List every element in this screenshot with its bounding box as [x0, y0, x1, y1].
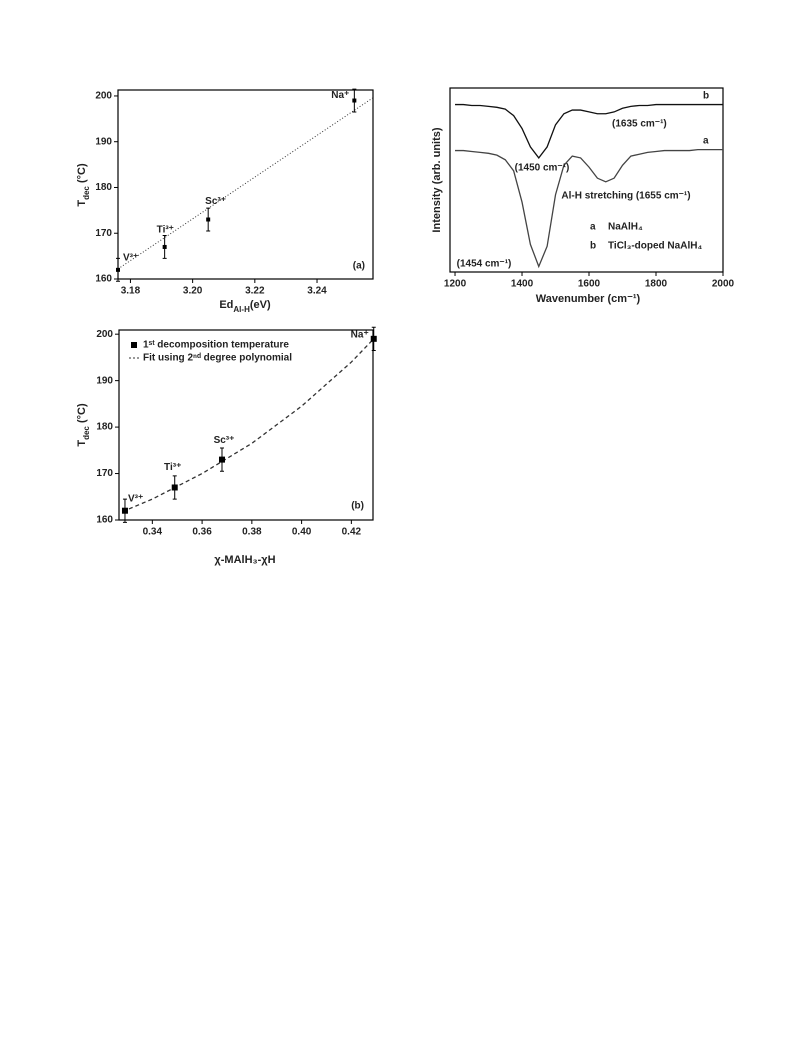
y-tick-label: 170 — [96, 468, 113, 479]
x-tick-label: 0.38 — [242, 527, 262, 538]
legend-label: NaAlH₄ — [608, 222, 643, 233]
x-axis-label: EdAl-H(eV) — [219, 299, 271, 314]
x-axis-label-part: Al-H — [233, 305, 250, 314]
x-axis-label-part: (eV) — [250, 299, 271, 311]
x-tick-label: 0.42 — [342, 527, 362, 538]
legend-label: 1ˢᵗ decomposition temperature — [143, 340, 289, 351]
point-label: V³⁺ — [123, 252, 138, 263]
data-point — [171, 484, 178, 491]
x-tick-label: 1400 — [511, 279, 534, 290]
y-tick-label: 190 — [96, 375, 113, 386]
x-axis-label-part: Ed — [219, 299, 233, 311]
annotation: Al-H stretching (1655 cm⁻¹) — [561, 191, 690, 202]
data-point — [370, 335, 377, 342]
legend-label: TiCl₃-doped NaAlH₄ — [608, 241, 702, 252]
x-axis-label: χ-MAlH₃-χH — [214, 554, 275, 566]
point-label: Na⁺ — [351, 329, 369, 340]
y-axis-label-part: Intensity (arb. units) — [431, 127, 443, 232]
curve-key: b — [703, 91, 709, 102]
plot-frame — [449, 87, 724, 273]
y-axis-label-part: (°C) — [76, 403, 88, 426]
x-axis-label: Wavenumber (cm⁻¹) — [536, 293, 641, 305]
x-tick-label: 2000 — [712, 279, 735, 290]
y-axis-label: Tdec (°C) — [76, 163, 91, 207]
annotation: (1450 cm⁻¹) — [515, 163, 570, 174]
point-label: Na⁺ — [331, 90, 349, 101]
point-label: Sc³⁺ — [214, 435, 235, 446]
plot-frame — [118, 329, 374, 521]
data-point — [116, 267, 120, 272]
data-point — [218, 456, 225, 463]
curve-key: a — [703, 136, 709, 147]
y-tick-label: 200 — [95, 91, 112, 102]
x-axis-label-part: Wavenumber (cm⁻¹) — [536, 293, 641, 305]
panel-label: (b) — [351, 501, 364, 512]
y-tick-label: 200 — [96, 329, 113, 340]
legend-label: Fit using 2ⁿᵈ degree polynomial — [143, 353, 292, 364]
data-point — [352, 98, 357, 103]
y-axis-label: Tdec (°C) — [76, 403, 91, 447]
y-axis-label: Intensity (arb. units) — [431, 127, 443, 232]
y-tick-label: 160 — [96, 515, 113, 526]
x-axis-label-part: χ-MAlH₃-χH — [214, 554, 275, 566]
y-tick-label: 160 — [95, 274, 112, 285]
legend-key: b — [590, 241, 596, 252]
y-tick-label: 170 — [95, 228, 112, 239]
point-label: V³⁺ — [128, 493, 143, 504]
x-tick-label: 1800 — [645, 279, 668, 290]
data-point — [162, 244, 167, 249]
point-label: Ti³⁺ — [157, 225, 174, 236]
x-tick-label: 1200 — [444, 279, 467, 290]
y-axis-label-part: dec — [82, 426, 91, 440]
annotation: (1454 cm⁻¹) — [457, 259, 512, 270]
point-label: Ti³⁺ — [164, 462, 181, 473]
point-label: Sc³⁺ — [205, 196, 226, 207]
legend-key: a — [590, 222, 596, 233]
y-axis-label-part: (°C) — [76, 163, 88, 186]
panel-label: (a) — [353, 261, 365, 272]
y-tick-label: 190 — [95, 136, 112, 147]
annotation: (1635 cm⁻¹) — [612, 119, 667, 130]
x-tick-label: 3.18 — [121, 286, 141, 297]
plot-frame — [117, 89, 374, 280]
spectrum-line — [455, 103, 723, 159]
x-tick-label: 0.40 — [292, 527, 312, 538]
x-tick-label: 3.20 — [183, 286, 203, 297]
data-point — [206, 217, 211, 222]
legend-marker — [131, 342, 137, 348]
x-tick-label: 0.36 — [192, 527, 212, 538]
spectrum-line — [455, 148, 723, 269]
x-tick-label: 3.24 — [307, 286, 327, 297]
y-axis-label-part: T — [76, 200, 88, 207]
y-tick-label: 180 — [95, 182, 112, 193]
fit-line — [122, 338, 375, 513]
y-tick-label: 180 — [96, 422, 113, 433]
x-tick-label: 3.22 — [245, 286, 265, 297]
fit-line — [117, 97, 374, 270]
x-tick-label: 0.34 — [143, 527, 163, 538]
y-axis-label-part: T — [76, 440, 88, 447]
y-axis-label-part: dec — [82, 186, 91, 200]
data-point — [121, 507, 128, 514]
x-tick-label: 1600 — [578, 279, 601, 290]
